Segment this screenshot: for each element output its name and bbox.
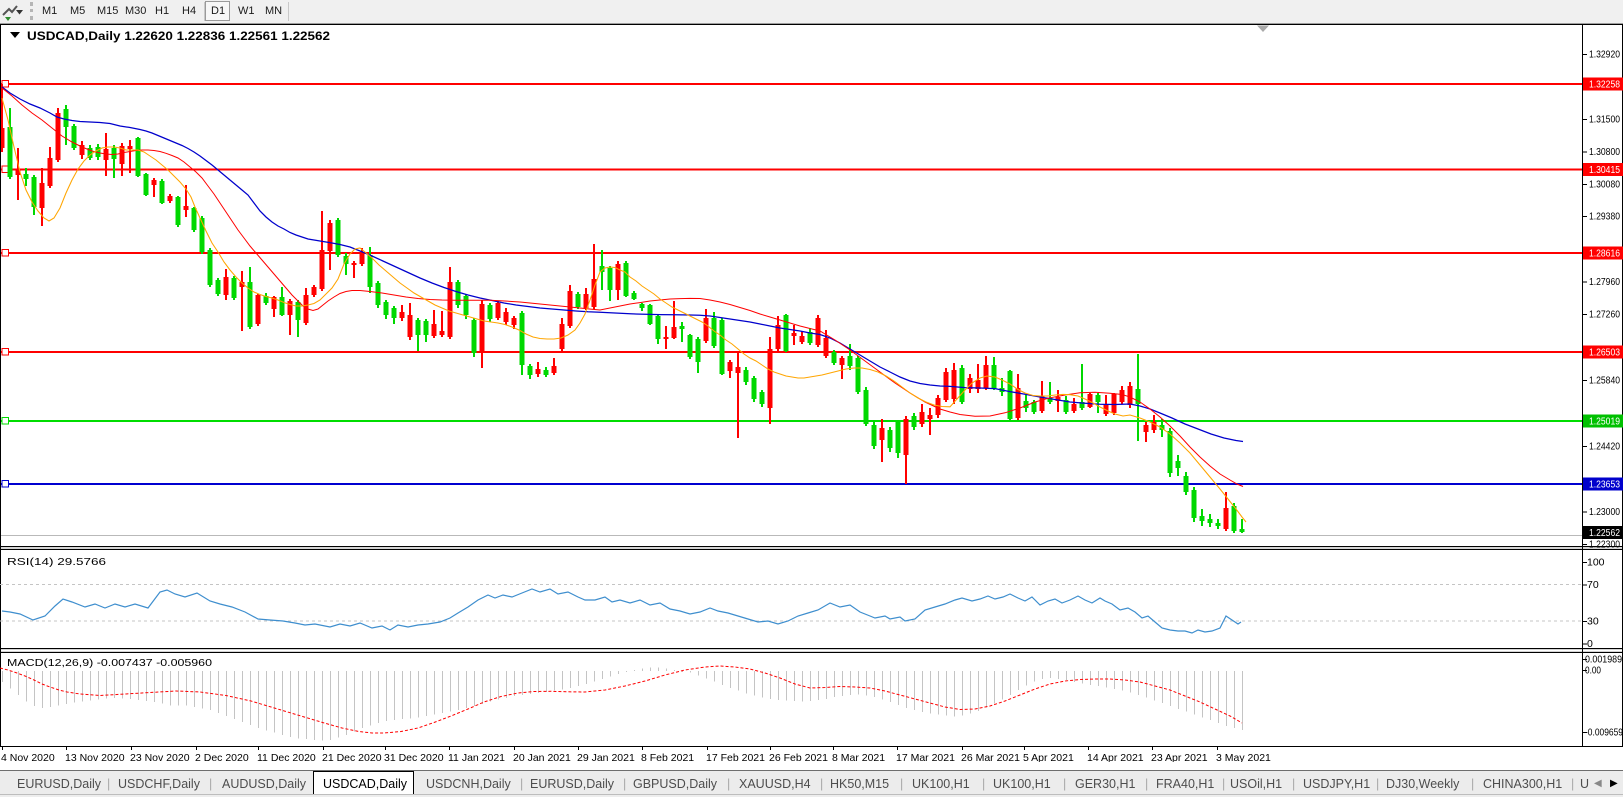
svg-text:1.31500: 1.31500 — [1589, 115, 1620, 126]
svg-text:0.00: 0.00 — [1585, 665, 1601, 677]
svg-text:17 Feb 2021: 17 Feb 2021 — [706, 752, 765, 764]
svg-text:30: 30 — [1587, 616, 1599, 628]
svg-text:11 Jan 2021: 11 Jan 2021 — [448, 752, 505, 764]
svg-text:23 Apr 2021: 23 Apr 2021 — [1151, 752, 1208, 764]
svg-text:13 Nov 2020: 13 Nov 2020 — [65, 752, 125, 764]
svg-text:26 Feb 2021: 26 Feb 2021 — [769, 752, 828, 764]
svg-text:100: 100 — [1587, 557, 1605, 569]
svg-text:-0.009659: -0.009659 — [1585, 727, 1623, 739]
svg-text:1.23000: 1.23000 — [1589, 507, 1620, 518]
svg-text:1.27960: 1.27960 — [1589, 277, 1620, 288]
svg-text:1.25840: 1.25840 — [1589, 376, 1620, 387]
svg-text:RSI(14) 29.5766: RSI(14) 29.5766 — [7, 556, 106, 568]
svg-text:70: 70 — [1587, 579, 1599, 591]
svg-text:1.32920: 1.32920 — [1589, 50, 1620, 61]
svg-text:2 Dec 2020: 2 Dec 2020 — [195, 752, 249, 764]
svg-text:1.25019: 1.25019 — [1589, 417, 1620, 428]
svg-text:31 Dec 2020: 31 Dec 2020 — [384, 752, 444, 764]
svg-text:11 Dec 2020: 11 Dec 2020 — [257, 752, 316, 764]
svg-text:14 Apr 2021: 14 Apr 2021 — [1087, 752, 1144, 764]
svg-text:USDCAD,Daily 1.22620 1.22836: USDCAD,Daily 1.22620 1.22836 1.22561 1.2… — [27, 29, 330, 43]
svg-text:1.32258: 1.32258 — [1589, 80, 1620, 91]
svg-text:1.30080: 1.30080 — [1589, 180, 1620, 191]
svg-text:26 Mar 2021: 26 Mar 2021 — [961, 752, 1020, 764]
svg-text:3 May 2021: 3 May 2021 — [1216, 752, 1271, 764]
svg-text:29 Jan 2021: 29 Jan 2021 — [577, 752, 635, 764]
svg-text:17 Mar 2021: 17 Mar 2021 — [896, 752, 955, 764]
svg-text:1.28616: 1.28616 — [1589, 249, 1620, 260]
svg-text:1.22562: 1.22562 — [1589, 528, 1620, 539]
svg-text:1.27260: 1.27260 — [1589, 310, 1620, 321]
svg-text:0.001989: 0.001989 — [1585, 654, 1622, 666]
svg-text:1.30800: 1.30800 — [1589, 147, 1620, 158]
svg-text:21 Dec 2020: 21 Dec 2020 — [322, 752, 382, 764]
svg-text:0: 0 — [1587, 638, 1593, 650]
svg-text:1.23653: 1.23653 — [1589, 480, 1620, 491]
svg-text:1.29380: 1.29380 — [1589, 212, 1620, 223]
svg-text:1.24420: 1.24420 — [1589, 442, 1620, 453]
svg-text:23 Nov 2020: 23 Nov 2020 — [130, 752, 190, 764]
svg-text:8 Feb 2021: 8 Feb 2021 — [641, 752, 694, 764]
svg-text:5 Apr 2021: 5 Apr 2021 — [1023, 752, 1074, 764]
svg-text:4 Nov 2020: 4 Nov 2020 — [1, 752, 55, 764]
svg-text:1.30415: 1.30415 — [1589, 165, 1620, 176]
svg-text:1.26503: 1.26503 — [1589, 348, 1620, 359]
svg-text:MACD(12,26,9) -0.007437 -0.005: MACD(12,26,9) -0.007437 -0.005960 — [7, 657, 212, 669]
svg-text:20 Jan 2021: 20 Jan 2021 — [513, 752, 571, 764]
svg-text:8 Mar 2021: 8 Mar 2021 — [832, 752, 885, 764]
svg-text:1.22300: 1.22300 — [1589, 539, 1620, 550]
